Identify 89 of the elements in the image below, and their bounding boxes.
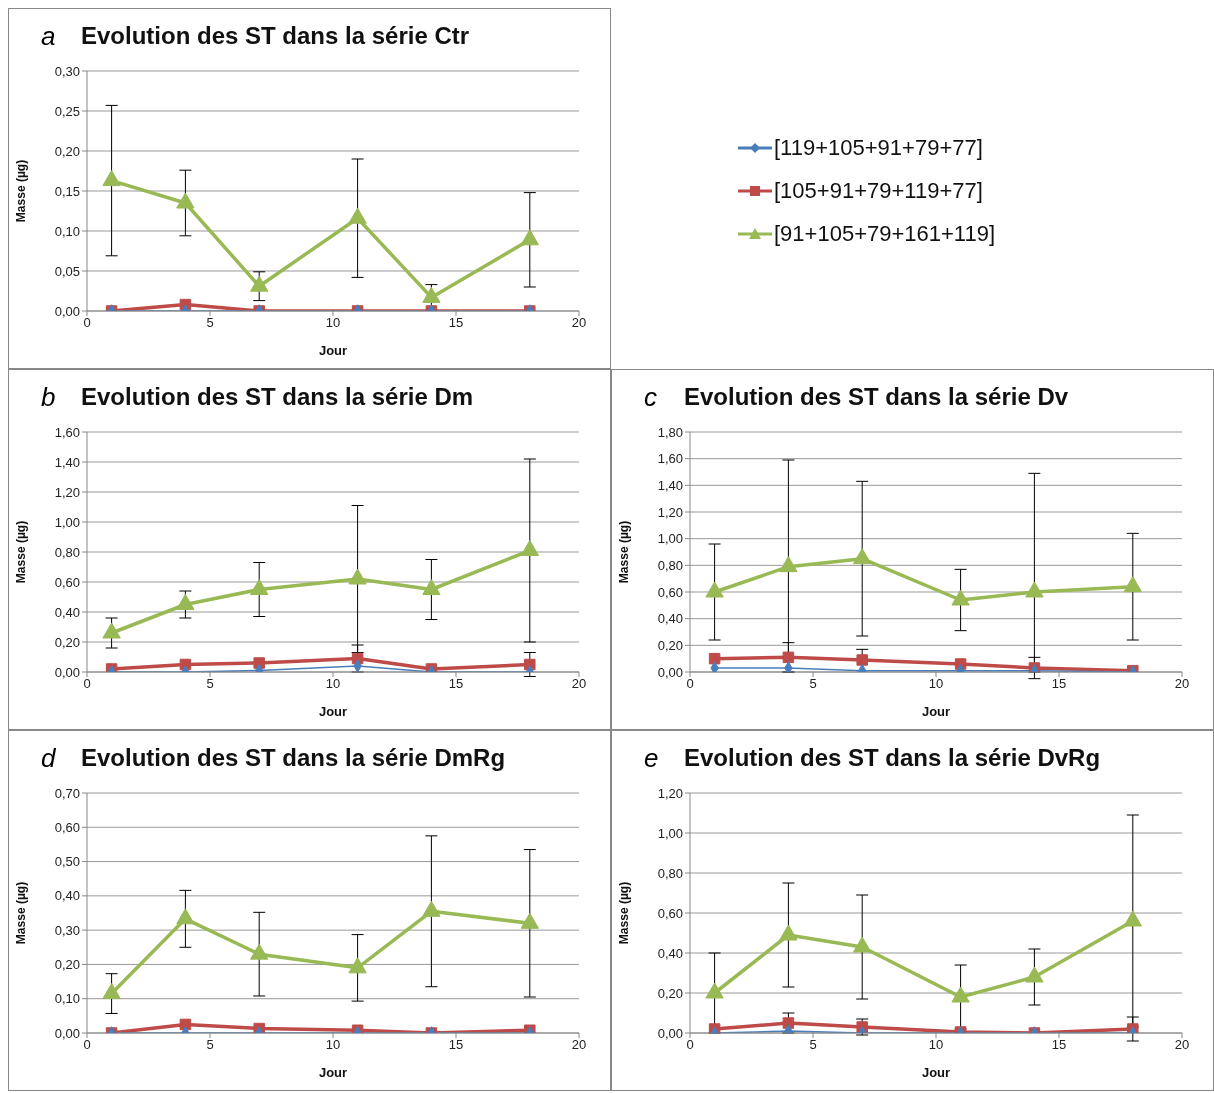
x-axis-title: Jour	[921, 1065, 951, 1080]
x-tick-label: 0	[83, 315, 91, 331]
legend-label: [91+105+79+161+119]	[774, 220, 996, 247]
x-tick-label: 0	[686, 1037, 694, 1053]
legend-label: [119+105+91+79+77]	[774, 134, 983, 161]
y-tick-label: 1,20	[657, 785, 683, 801]
x-axis-title: Jour	[318, 704, 348, 719]
y-tick-label: 0,40	[54, 604, 80, 620]
y-tick-label: 0,30	[54, 63, 80, 79]
y-tick-label: 1,80	[657, 424, 683, 440]
legend-label: [105+91+79+119+77]	[774, 177, 983, 204]
y-tick-label: 1,40	[54, 454, 80, 470]
y-tick-label: 1,60	[657, 451, 683, 467]
y-tick-label: 0,25	[54, 103, 80, 119]
y-axis-title: Masse (µg)	[617, 520, 632, 584]
x-tick-label: 15	[448, 1037, 464, 1053]
y-tick-label: 0,20	[54, 143, 80, 159]
y-tick-label: 0,60	[54, 574, 80, 590]
x-tick-label: 10	[928, 1037, 944, 1053]
y-tick-label: 0,60	[657, 584, 683, 600]
x-tick-label: 20	[1174, 1037, 1190, 1053]
text: e	[644, 742, 660, 774]
y-tick-label: 0,00	[657, 1025, 683, 1041]
x-tick-label: 15	[448, 315, 464, 331]
chart-title: Evolution des ST dans la série Ctr	[81, 22, 470, 50]
y-tick-label: 0,80	[657, 865, 683, 881]
y-tick-label: 0,30	[54, 922, 80, 938]
x-tick-label: 20	[571, 676, 587, 692]
y-tick-label: 0,00	[54, 1025, 80, 1041]
y-tick-label: 0,80	[54, 544, 80, 560]
x-tick-label: 10	[325, 1037, 341, 1053]
y-tick-label: 0,20	[657, 985, 683, 1001]
x-tick-label: 5	[206, 1037, 214, 1053]
y-tick-label: 0,20	[54, 634, 80, 650]
y-tick-label: 0,00	[54, 664, 80, 680]
x-axis-title: Jour	[318, 1065, 348, 1080]
y-tick-label: 0,00	[657, 664, 683, 680]
x-tick-label: 10	[325, 676, 341, 692]
y-axis-title: Masse (µg)	[14, 881, 29, 945]
y-tick-label: 1,40	[657, 477, 683, 493]
y-tick-label: 1,00	[657, 531, 683, 547]
x-tick-label: 5	[809, 1037, 817, 1053]
y-tick-label: 1,00	[54, 514, 80, 530]
x-axis-title: Jour	[318, 343, 348, 358]
y-tick-label: 0,20	[54, 957, 80, 973]
x-tick-label: 15	[1051, 1037, 1067, 1053]
y-tick-label: 1,60	[54, 424, 80, 440]
y-tick-label: 0,40	[54, 888, 80, 904]
x-tick-label: 5	[809, 676, 817, 692]
y-tick-label: 0,80	[657, 557, 683, 573]
y-axis-title: Masse (µg)	[14, 520, 29, 584]
text: c	[644, 381, 658, 413]
x-tick-label: 20	[1174, 676, 1190, 692]
chart-title: Evolution des ST dans la série DvRg	[684, 744, 1101, 772]
x-tick-label: 20	[571, 1037, 587, 1053]
x-tick-label: 20	[571, 315, 587, 331]
y-tick-label: 0,00	[54, 303, 80, 319]
x-tick-label: 0	[83, 676, 91, 692]
y-axis-title: Masse (µg)	[617, 881, 632, 945]
y-tick-label: 0,60	[54, 819, 80, 835]
x-tick-label: 15	[1051, 676, 1067, 692]
y-tick-label: 0,60	[657, 905, 683, 921]
y-tick-label: 0,40	[657, 945, 683, 961]
y-axis-title: Masse (µg)	[14, 159, 29, 223]
y-tick-label: 1,20	[657, 504, 683, 520]
chart-title: Evolution des ST dans la série Dm	[81, 383, 474, 411]
chart-title: Evolution des ST dans la série DmRg	[81, 744, 506, 772]
x-axis-title: Jour	[921, 704, 951, 719]
x-tick-label: 15	[448, 676, 464, 692]
chart-title: Evolution des ST dans la série Dv	[684, 383, 1069, 411]
y-tick-label: 0,05	[54, 263, 80, 279]
y-tick-label: 0,40	[657, 611, 683, 627]
x-tick-label: 5	[206, 315, 214, 331]
x-tick-label: 0	[686, 676, 694, 692]
x-tick-label: 10	[928, 676, 944, 692]
x-tick-label: 10	[325, 315, 341, 331]
y-tick-label: 0,10	[54, 223, 80, 239]
y-tick-label: 1,20	[54, 484, 80, 500]
x-tick-label: 0	[83, 1037, 91, 1053]
y-tick-label: 0,10	[54, 991, 80, 1007]
y-tick-label: 0,70	[54, 785, 80, 801]
y-tick-label: 1,00	[657, 825, 683, 841]
text: a	[41, 20, 57, 52]
y-tick-label: 0,15	[54, 183, 80, 199]
text: b	[41, 381, 57, 413]
y-tick-label: 0,20	[657, 637, 683, 653]
y-tick-label: 0,50	[54, 854, 80, 870]
x-tick-label: 5	[206, 676, 214, 692]
text: d	[41, 742, 57, 774]
